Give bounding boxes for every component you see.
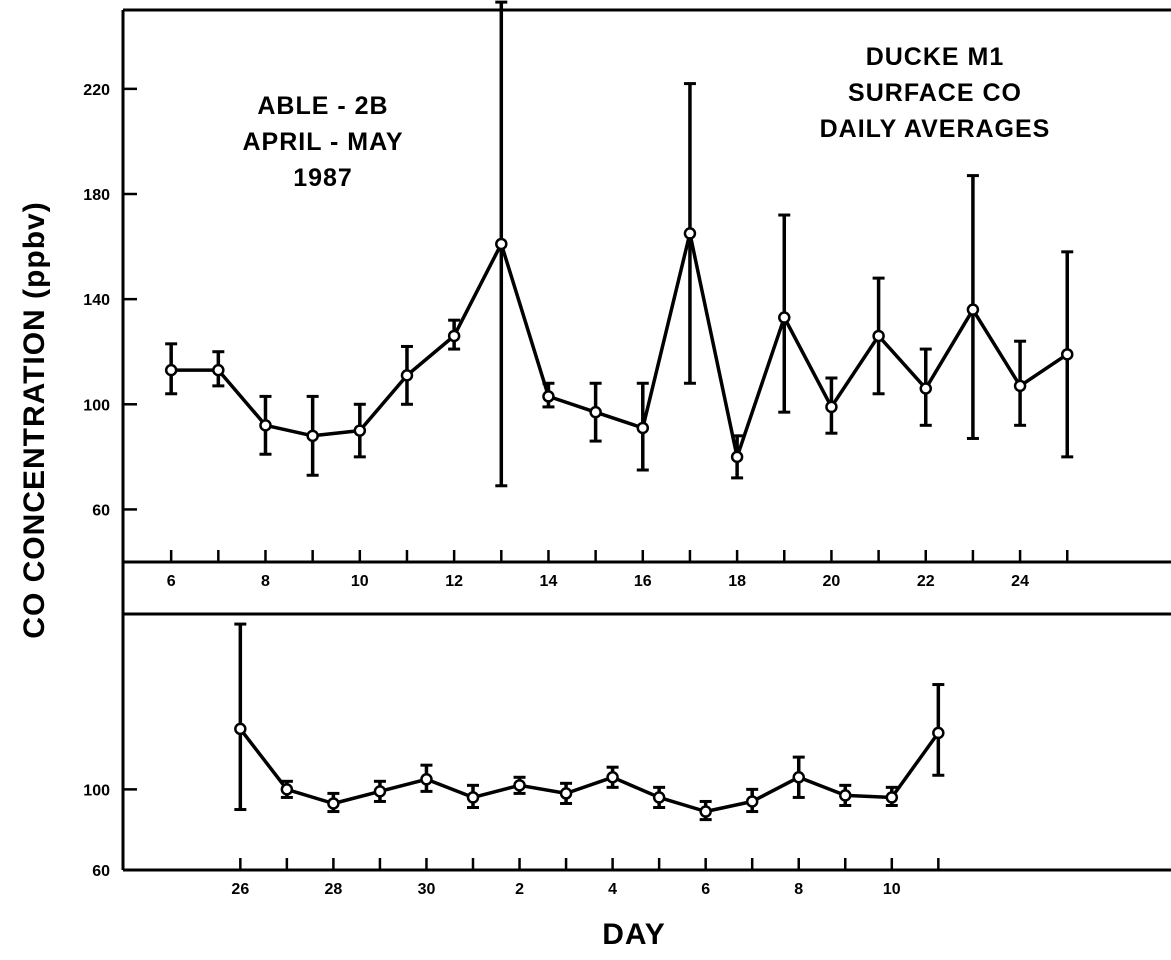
bottom-x-tick-label: 2 — [515, 881, 524, 898]
top-panel: 60 100 140 180 220 6 8 10 12 14 16 18 20 22 24 ABLE - 2… — [83, 0, 1074, 590]
top-x-tick-label: 16 — [634, 573, 652, 590]
y-axis-title: CO CONCENTRATION (ppbv) — [18, 201, 51, 638]
bottom-x-tick-label: 4 — [608, 881, 617, 898]
top-data-point — [400, 369, 414, 382]
top-data-point — [730, 450, 744, 464]
top-data-point — [542, 390, 555, 403]
bottom-panel: 60 100 26 28 30 2 4 6 8 10 — [83, 622, 945, 898]
top-data-point — [1013, 379, 1027, 393]
bottom-y-tick-label: 100 — [83, 782, 110, 799]
bottom-x-tick-label: 26 — [231, 881, 249, 898]
top-x-tick-label: 24 — [1011, 573, 1029, 590]
annotation-site-line: DUCKE M1 — [866, 43, 1005, 71]
top-data-point — [1060, 348, 1074, 361]
x-axis-title: DAY — [602, 918, 666, 951]
bottom-x-tick-label: 6 — [701, 881, 710, 898]
top-data-point — [164, 363, 178, 377]
top-data-point — [683, 227, 697, 240]
bottom-data-point — [234, 722, 247, 736]
top-data-point — [259, 419, 272, 432]
bottom-data-point — [327, 797, 340, 810]
top-data-point — [306, 429, 319, 443]
annotation-campaign-line: APRIL - MAY — [242, 128, 403, 156]
top-data-point — [778, 311, 791, 324]
top-data-point — [966, 303, 980, 316]
annotation-campaign-line: ABLE - 2B — [257, 92, 388, 120]
top-data-point — [353, 424, 367, 437]
bottom-data-point — [932, 726, 945, 740]
top-data-point — [825, 400, 838, 414]
top-data-point — [212, 363, 225, 377]
top-x-tick-label: 14 — [540, 573, 558, 590]
bottom-data-point — [745, 795, 759, 808]
annotation-campaign-line: 1987 — [293, 164, 353, 192]
bottom-data-point — [513, 779, 526, 792]
bottom-x-tick-label: 10 — [883, 881, 901, 898]
bottom-data-point — [792, 771, 805, 784]
top-x-tick-label: 6 — [167, 573, 176, 590]
top-data-point — [872, 329, 885, 343]
top-data-point — [589, 405, 602, 419]
top-y-tick-label: 100 — [83, 397, 110, 414]
bottom-data-point — [420, 773, 433, 786]
bottom-x-tick-label: 30 — [418, 881, 436, 898]
bottom-series-line — [238, 727, 940, 814]
top-x-tick-label: 20 — [823, 573, 841, 590]
annotation-site-line: DAILY AVERAGES — [820, 115, 1051, 143]
top-data-point — [636, 421, 650, 435]
top-x-tick-label: 18 — [728, 573, 746, 590]
bottom-x-tick-label: 28 — [325, 881, 343, 898]
top-y-tick-label: 140 — [83, 292, 110, 309]
top-data-point — [495, 237, 508, 251]
top-data-point — [919, 382, 933, 395]
top-y-tick-label: 220 — [83, 82, 110, 99]
top-series-line — [171, 231, 1069, 459]
top-y-tick-label: 180 — [83, 187, 110, 204]
axes-frame — [121, 8, 1171, 872]
bottom-data-point — [559, 787, 573, 800]
top-y-tick-label: 60 — [92, 502, 110, 519]
bottom-data-point — [652, 791, 666, 804]
top-x-tick-label: 8 — [261, 573, 270, 590]
bottom-data-point — [839, 789, 852, 802]
bottom-data-point — [699, 805, 712, 818]
top-x-tick-label: 22 — [917, 573, 935, 590]
top-data-point — [447, 329, 461, 343]
annotation-site-line: SURFACE CO — [848, 79, 1022, 107]
bottom-x-tick-label: 8 — [794, 881, 803, 898]
bottom-data-point — [885, 791, 899, 804]
bottom-data-point — [280, 783, 294, 796]
bottom-y-tick-label: 60 — [92, 863, 110, 880]
top-x-tick-label: 12 — [445, 573, 463, 590]
bottom-data-point — [466, 791, 480, 804]
bottom-data-point — [373, 785, 387, 798]
top-x-tick-label: 10 — [351, 573, 369, 590]
bottom-data-point — [606, 771, 619, 784]
